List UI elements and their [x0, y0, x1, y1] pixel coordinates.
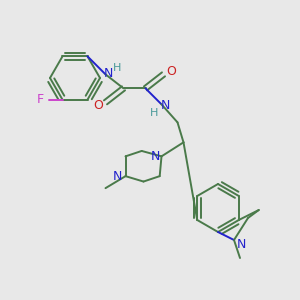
Text: N: N — [151, 150, 160, 163]
Text: H: H — [113, 63, 122, 73]
Text: N: N — [113, 169, 122, 183]
Text: N: N — [161, 99, 170, 112]
Text: O: O — [94, 99, 103, 112]
Text: N: N — [236, 238, 246, 251]
Text: F: F — [37, 93, 44, 106]
Text: H: H — [150, 108, 159, 118]
Text: O: O — [167, 65, 176, 78]
Text: N: N — [104, 67, 113, 80]
